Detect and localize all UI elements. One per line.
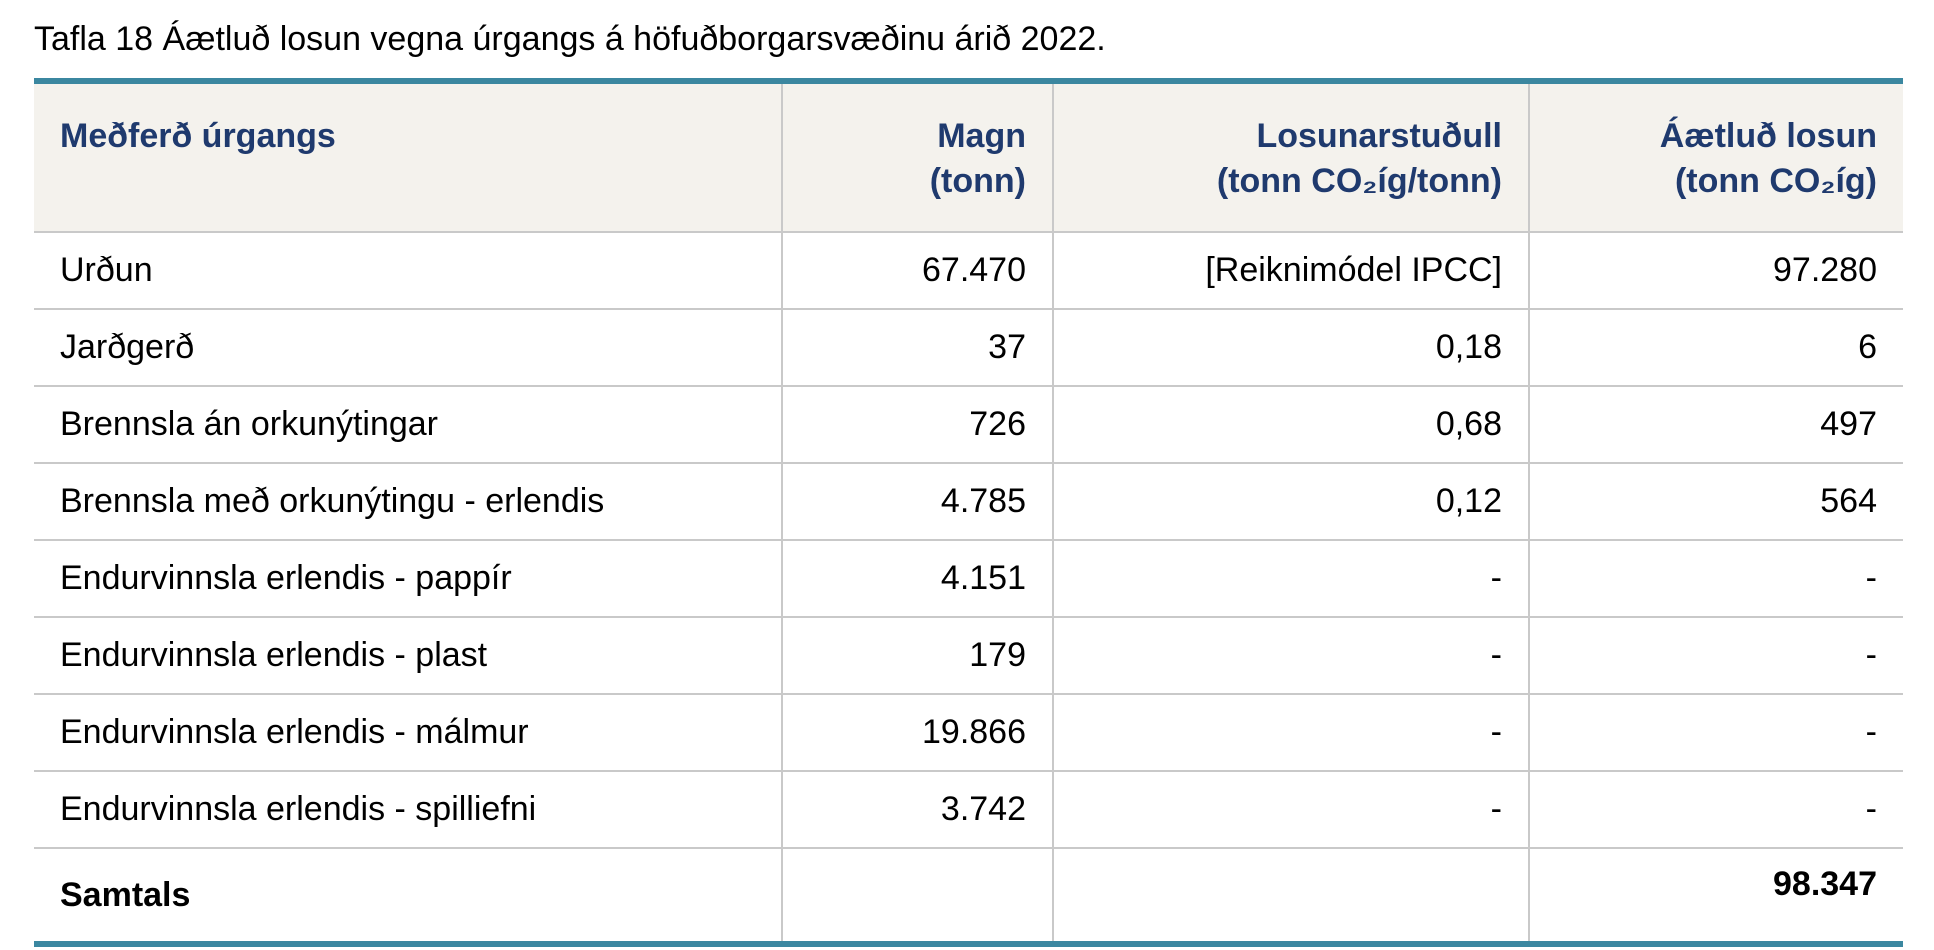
- header-row: Meðferð úrgangs Magn (tonn) Losunarstuðull (…: [34, 81, 1903, 233]
- header-cell: Magn (tonn): [781, 81, 1054, 233]
- table-cell: Brennsla með orkunýtingu - erlendis: [34, 463, 783, 541]
- table-cell: 97.280: [1528, 232, 1903, 310]
- header-line: Losunarstuðull: [1256, 117, 1502, 155]
- table-cell: 0,68: [1052, 386, 1530, 464]
- table-row: Brennsla með orkunýtingu - erlendis 4.785…: [34, 463, 1903, 541]
- table-cell: Brennsla án orkunýtingar: [34, 386, 783, 464]
- table-cell: Endurvinnsla erlendis - málmur: [34, 694, 783, 772]
- header-line: Meðferð úrgangs: [60, 117, 336, 155]
- header-line: Magn: [937, 117, 1026, 155]
- table-row: Endurvinnsla erlendis - plast 179- -: [34, 617, 1903, 695]
- table-cell: 3.742: [781, 771, 1054, 849]
- table-cell: 0,18: [1052, 309, 1530, 387]
- table-cell: 4.785: [781, 463, 1054, 541]
- header-line: (tonn): [929, 162, 1026, 200]
- table-cell: 564: [1528, 463, 1903, 541]
- table-title: Tafla 18 Áætluð losun vegna úrgangs á hö…: [34, 20, 1106, 58]
- table-cell: 179: [781, 617, 1054, 695]
- table-cell: Endurvinnsla erlendis - spilliefni: [34, 771, 783, 849]
- table-cell: 19.866: [781, 694, 1054, 772]
- table-cell: -: [1052, 694, 1530, 772]
- table-cell: 67.470: [781, 232, 1054, 310]
- table-cell: Urðun: [34, 232, 783, 310]
- empty-cell: [781, 848, 1054, 944]
- table-cell: -: [1528, 771, 1903, 849]
- table-cell: -: [1052, 771, 1530, 849]
- table-cell: 497: [1528, 386, 1903, 464]
- table-cell: 6: [1528, 309, 1903, 387]
- table-cell: Endurvinnsla erlendis - plast: [34, 617, 783, 695]
- table-cell: -: [1528, 540, 1903, 618]
- table-cell: Endurvinnsla erlendis - pappír: [34, 540, 783, 618]
- total-row: Samtals 98.347: [34, 848, 1903, 944]
- table-cell: 4.151: [781, 540, 1054, 618]
- header-line: (tonn CO₂íg): [1674, 162, 1877, 200]
- table-cell: -: [1528, 694, 1903, 772]
- table-cell: -: [1528, 617, 1903, 695]
- table-cell: Jarðgerð: [34, 309, 783, 387]
- header-cell: Áætluð losun (tonn CO₂íg): [1528, 81, 1903, 233]
- empty-cell: [1052, 848, 1530, 944]
- table-row: Brennsla án orkunýtingar 726 0,68 497: [34, 386, 1903, 464]
- total-value: 98.347: [1528, 848, 1903, 944]
- table-row: Endurvinnsla erlendis - spilliefni 3.742-…: [34, 771, 1903, 849]
- table-cell: 0,12: [1052, 463, 1530, 541]
- table-row: Endurvinnsla erlendis - pappír 4.151- -: [34, 540, 1903, 618]
- header-cell: Losunarstuðull (tonn CO₂íg/tonn): [1052, 81, 1530, 233]
- table-cell: -: [1052, 540, 1530, 618]
- table-cell: 37: [781, 309, 1054, 387]
- table-row: Jarðgerð 37 0,18 6: [34, 309, 1903, 387]
- table-cell: [Reiknimódel IPCC]: [1052, 232, 1530, 310]
- table-cell: -: [1052, 617, 1530, 695]
- table-row: Urðun 67.470 [Reiknimódel IPCC] 97.280: [34, 232, 1903, 310]
- header-cell: Meðferð úrgangs: [34, 81, 783, 233]
- header-line: Áætluð losun: [1659, 117, 1877, 155]
- table-cell: 726: [781, 386, 1054, 464]
- emissions-table: Meðferð úrgangs Magn (tonn) Losunarstuðull (…: [34, 78, 1903, 947]
- header-line: (tonn CO₂íg/tonn): [1216, 162, 1502, 200]
- total-label: Samtals: [34, 848, 783, 944]
- table-row: Endurvinnsla erlendis - málmur 19.866- -: [34, 694, 1903, 772]
